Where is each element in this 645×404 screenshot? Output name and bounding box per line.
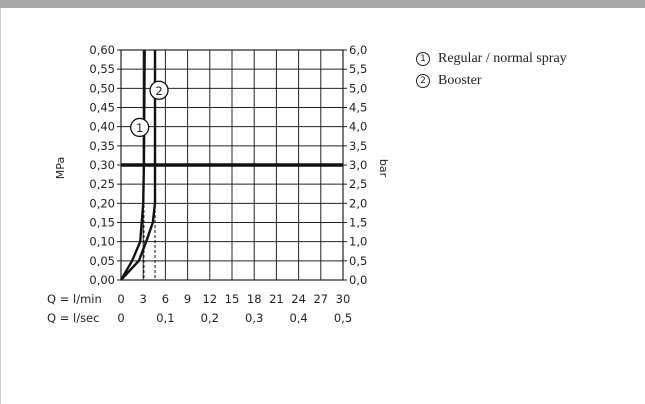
- x2-tick-label: 0,3: [245, 311, 263, 325]
- y-tick-label-left: 0,50: [89, 81, 115, 95]
- x2-tick-label: 0,4: [289, 311, 307, 325]
- series-markers: 12: [130, 80, 169, 138]
- y-tick-label-right: 0,0: [349, 273, 367, 287]
- y-tick-label-right: 5,5: [349, 62, 367, 76]
- plot-border: [120, 49, 344, 281]
- series-marker-label-1: 1: [136, 121, 143, 135]
- x-axis-label-lsec: Q = l/sec: [47, 311, 99, 325]
- y-tick-label-right: 3,5: [349, 139, 367, 153]
- tick-labels: 0,000,050,100,150,200,250,300,350,400,45…: [89, 43, 367, 325]
- left-edge: [0, 8, 1, 404]
- y-tick-label-left: 0,60: [89, 43, 115, 57]
- y-axis-label-right: bar: [377, 159, 390, 178]
- y-tick-label-left: 0,35: [89, 139, 115, 153]
- y-tick-label-left: 0,45: [89, 101, 115, 115]
- y-tick-label-right: 3,0: [349, 158, 367, 172]
- legend-item-2: 2 Booster: [416, 70, 567, 92]
- y-axis-label-left: MPa: [54, 157, 67, 179]
- legend-marker-1: 1: [416, 52, 430, 66]
- y-tick-label-left: 0,15: [89, 216, 115, 230]
- y-tick-label-right: 2,0: [349, 196, 367, 210]
- series-marker-label-2: 2: [155, 84, 162, 98]
- y-tick-label-right: 4,0: [349, 120, 367, 134]
- y-tick-label-left: 0,55: [89, 62, 115, 76]
- x-tick-label: 0: [117, 292, 124, 306]
- x-tick-label: 18: [247, 292, 262, 306]
- x2-tick-label: 0: [117, 311, 124, 325]
- series-line-1: [119, 49, 146, 281]
- series-lines: [119, 49, 157, 281]
- reference-lines: [121, 163, 343, 280]
- series-marker-circle-2: [149, 80, 169, 100]
- y-tick-label-right: 5,0: [349, 81, 367, 95]
- y-tick-label-left: 0,05: [89, 254, 115, 268]
- plot-frame: [120, 49, 344, 281]
- x-tick-label: 30: [336, 292, 351, 306]
- y-tick-label-left: 0,30: [89, 158, 115, 172]
- x2-tick-label: 0,2: [201, 311, 219, 325]
- y-tick-label-right: 2,5: [349, 177, 367, 191]
- series-line-2: [120, 50, 157, 281]
- x-tick-label: 27: [313, 292, 328, 306]
- y-tick-label-left: 0,20: [89, 196, 115, 210]
- y-tick-label-left: 0,40: [89, 120, 115, 134]
- series-marker-circle-1: [130, 117, 150, 138]
- x-tick-label: 12: [202, 292, 217, 306]
- x-tick-label: 3: [140, 292, 147, 306]
- x-tick-label: 6: [162, 292, 169, 306]
- legend-label-2: Booster: [438, 73, 482, 88]
- x-tick-label: 15: [225, 292, 240, 306]
- y-tick-label-right: 6,0: [349, 43, 367, 57]
- x2-tick-label: 0,5: [334, 311, 352, 325]
- legend: 1 Regular / normal spray 2 Booster: [416, 48, 567, 92]
- y-tick-label-left: 0,25: [89, 177, 115, 191]
- x-tick-label: 9: [184, 292, 191, 306]
- y-tick-label-right: 4,5: [349, 101, 367, 115]
- y-tick-label-left: 0,00: [89, 273, 115, 287]
- x-axis-label-lmin: Q = l/min: [47, 292, 102, 306]
- x-tick-label: 24: [291, 292, 306, 306]
- y-tick-label-right: 0,5: [349, 254, 367, 268]
- y-tick-label-left: 0,10: [89, 235, 115, 249]
- legend-item-1: 1 Regular / normal spray: [416, 48, 567, 70]
- x2-tick-label: 0,1: [156, 311, 174, 325]
- y-tick-label-right: 1,0: [349, 235, 367, 249]
- top-bar: [0, 0, 645, 8]
- x-tick-label: 21: [269, 292, 284, 306]
- legend-label-1: Regular / normal spray: [438, 51, 567, 66]
- legend-marker-2: 2: [416, 74, 430, 88]
- y-tick-label-right: 1,5: [349, 216, 367, 230]
